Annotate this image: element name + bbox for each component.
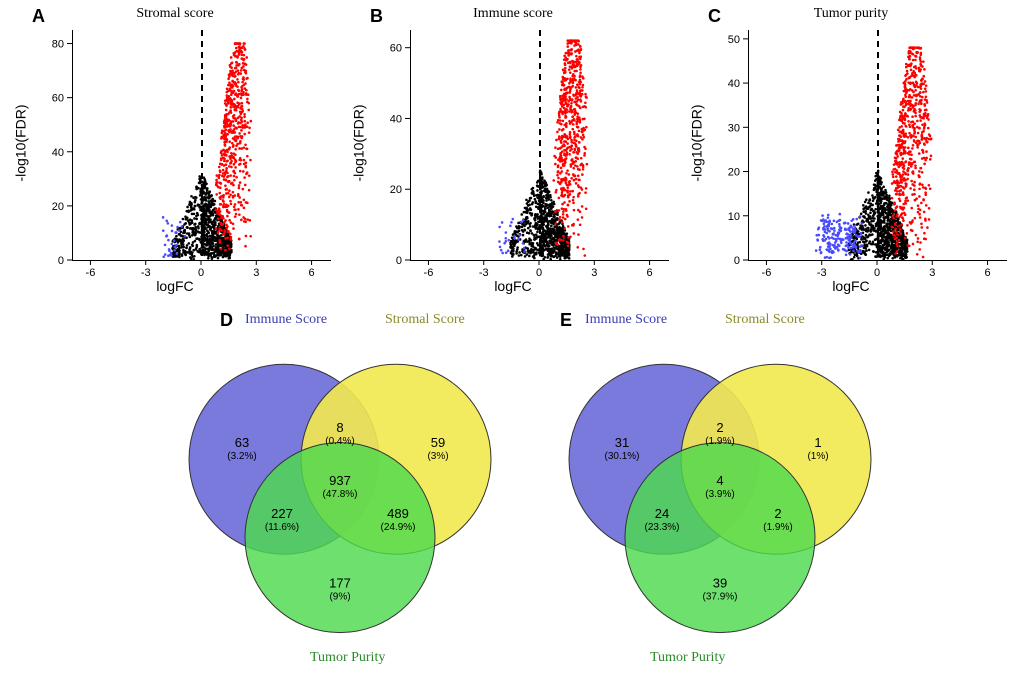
svg-text:20: 20 <box>52 201 64 213</box>
plot-area-A <box>72 30 331 261</box>
panel-title-B: Immune score <box>348 6 678 22</box>
figure: A Stromal score -6-3036020406080 -log10(… <box>0 0 1020 677</box>
svg-text:80: 80 <box>52 39 64 51</box>
svg-text:60: 60 <box>52 93 64 105</box>
plot-area-C <box>748 30 1007 261</box>
panel-A: A Stromal score -6-3036020406080 -log10(… <box>10 0 340 300</box>
volcano-svg-A <box>73 30 331 260</box>
volcano-svg-B <box>411 30 669 260</box>
venn-svg-E: 31(30.1%)1(1%)39(37.9%)2(1.9%)24(23.3%)2… <box>540 310 900 670</box>
volcano-svg-C <box>749 30 1007 260</box>
venn-svg-D: 63(3.2%)59(3%)177(9%)8(0.4%)227(11.6%)48… <box>160 310 520 670</box>
svg-text:0: 0 <box>58 255 64 267</box>
xlabel-C: logFC <box>686 278 1016 294</box>
svg-text:20: 20 <box>390 184 402 196</box>
svg-text:40: 40 <box>52 147 64 159</box>
svg-text:0: 0 <box>396 255 402 267</box>
svg-text:40: 40 <box>390 113 402 125</box>
svg-text:0: 0 <box>734 255 740 267</box>
panel-C: C Tumor purity -6-303601020304050 -log10… <box>686 0 1016 300</box>
svg-text:20: 20 <box>728 167 740 179</box>
panel-B: B Immune score -6-30360204060 -log10(FDR… <box>348 0 678 300</box>
ylabel-C: -log10(FDR) <box>689 104 705 181</box>
panel-E: E Immune Score Stromal Score Tumor Purit… <box>540 310 900 670</box>
plot-area-B <box>410 30 669 261</box>
panel-title-C: Tumor purity <box>686 6 1016 22</box>
panel-title-A: Stromal score <box>10 6 340 22</box>
svg-text:60: 60 <box>390 43 402 55</box>
panel-D: D Immune Score Stromal Score Tumor Purit… <box>160 310 520 670</box>
ylabel-B: -log10(FDR) <box>351 104 367 181</box>
xlabel-B: logFC <box>348 278 678 294</box>
ylabel-A: -log10(FDR) <box>13 104 29 181</box>
svg-text:10: 10 <box>728 211 740 223</box>
xlabel-A: logFC <box>10 278 340 294</box>
